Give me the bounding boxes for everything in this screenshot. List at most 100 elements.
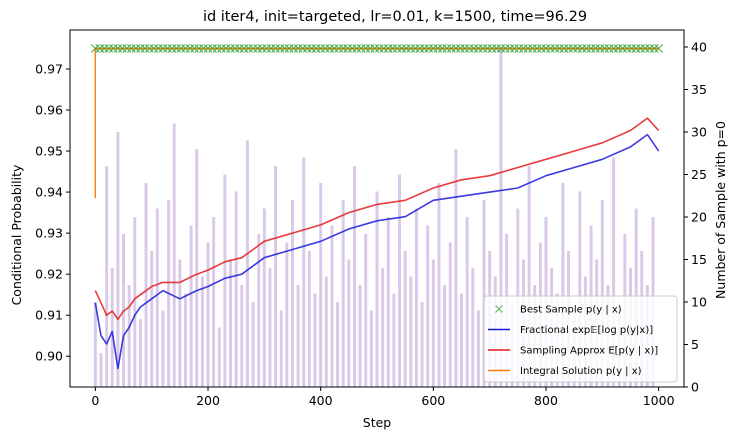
bar-zero-count [392, 293, 396, 387]
y-tick-label: 0.93 [35, 226, 63, 241]
bar-zero-count [561, 183, 565, 387]
y-axis-label: Conditional Probability [9, 164, 24, 305]
bar-zero-count [307, 251, 311, 387]
axes-layer: 0 200 400 600 800 10000.900.910.920.930.940.9… [35, 29, 707, 408]
bar-zero-count [138, 319, 142, 387]
y-tick-label: 0.94 [35, 185, 63, 200]
bar-zero-count [93, 302, 97, 387]
bar-zero-count [352, 166, 356, 387]
bar-zero-count [133, 217, 137, 387]
bar-zero-count [172, 123, 176, 387]
bar-zero-count [257, 234, 261, 387]
bar-zero-count [150, 251, 154, 387]
plot-frame [69, 29, 685, 388]
bar-zero-count [116, 132, 120, 387]
bar-zero-count [381, 268, 385, 387]
bar-zero-count [600, 200, 604, 387]
y-tick-label: 0.92 [35, 267, 63, 282]
series-line-integral [94, 47, 659, 199]
bar-zero-count [527, 166, 531, 387]
bar-zero-count [414, 208, 418, 387]
bar-zero-count [105, 166, 109, 387]
markers-layer [90, 44, 664, 53]
best-sample-marker [654, 44, 664, 53]
bar-zero-count [99, 353, 103, 387]
y-tick-label: 0.90 [35, 349, 63, 364]
legend-sampling-label: Sampling Approx E[p(y | x)] [520, 346, 658, 357]
bar-zero-count [454, 149, 458, 387]
bar-zero-count [482, 200, 486, 387]
bar-zero-count [251, 302, 255, 387]
legend-integral-label: Integral Solution p(y | x) [520, 366, 642, 377]
legend-fractional-label: Fractional exp𝔼[log p(y|x)] [520, 325, 653, 336]
series-line-fractional [94, 133, 660, 370]
y2-axis-label: Number of Sample with p=0 [713, 121, 728, 299]
bar-zero-count [448, 242, 452, 387]
bar-zero-count [223, 174, 227, 387]
legend-best-sample-swatch [495, 305, 503, 313]
bar-zero-count [234, 191, 238, 387]
bar-zero-count [200, 276, 204, 387]
bar-zero-count [426, 225, 430, 387]
bar-zero-count [195, 149, 199, 387]
y2-tick-label: 15 [691, 252, 707, 267]
x-tick-label: 1000 [643, 393, 675, 408]
bar-zero-count [336, 302, 340, 387]
bar-zero-count [262, 208, 266, 387]
x-axis-label: Step [363, 415, 392, 430]
y2-tick-label: 10 [691, 295, 707, 310]
bar-zero-count [110, 268, 114, 387]
y2-tick-label: 5 [691, 337, 699, 352]
bar-zero-count [369, 310, 373, 387]
bar-zero-count [155, 208, 159, 387]
bar-zero-count [398, 174, 402, 387]
bar-zero-count [420, 302, 424, 387]
bar-zero-count [161, 310, 165, 387]
y2-tick-label: 20 [691, 210, 707, 225]
y2-tick-label: 0 [691, 380, 699, 395]
bar-zero-count [578, 191, 582, 387]
bar-zero-count [229, 259, 233, 387]
bar-zero-count [358, 285, 362, 387]
bar-zero-count [189, 225, 193, 387]
bar-zero-count [296, 285, 300, 387]
y-tick-label: 0.95 [35, 144, 63, 159]
bar-zero-count [183, 293, 187, 387]
bar-zero-count [386, 217, 390, 387]
bar-zero-count [476, 310, 480, 387]
bar-zero-count [341, 200, 345, 387]
legend-best-sample-label: Best Sample p(y | x) [520, 305, 622, 316]
bar-zero-count [127, 285, 131, 387]
y-tick-label: 0.91 [35, 308, 63, 323]
bar-zero-count [291, 200, 295, 387]
bar-zero-count [347, 259, 351, 387]
x-tick-label: 200 [196, 393, 220, 408]
bar-zero-count [279, 310, 283, 387]
x-tick-label: 0 [91, 393, 99, 408]
x-tick-label: 400 [309, 393, 333, 408]
bar-zero-count [499, 47, 503, 387]
legend-box [483, 295, 678, 383]
bar-zero-count [459, 293, 463, 387]
bar-zero-count [431, 259, 435, 387]
series-line-sampling [94, 117, 660, 321]
bar-zero-count [364, 234, 368, 387]
x-tick-label: 800 [534, 393, 558, 408]
bar-zero-count [443, 285, 447, 387]
bar-zero-count [212, 217, 216, 387]
bar-zero-count [465, 217, 469, 387]
y-tick-label: 0.96 [35, 103, 63, 118]
bar-zero-count [245, 140, 249, 387]
bar-zero-count [471, 268, 475, 387]
bar-zero-count [612, 157, 616, 387]
bar-zero-count [274, 166, 278, 387]
bar-zero-count [330, 225, 334, 387]
bar-zero-count [268, 268, 272, 387]
legend: Best Sample p(y | x) Fractional exp𝔼[log … [483, 295, 678, 383]
y-tick-label: 0.97 [35, 61, 63, 76]
bar-zero-count [217, 327, 221, 387]
bar-zero-count [375, 191, 379, 387]
bar-zero-count [313, 293, 317, 387]
